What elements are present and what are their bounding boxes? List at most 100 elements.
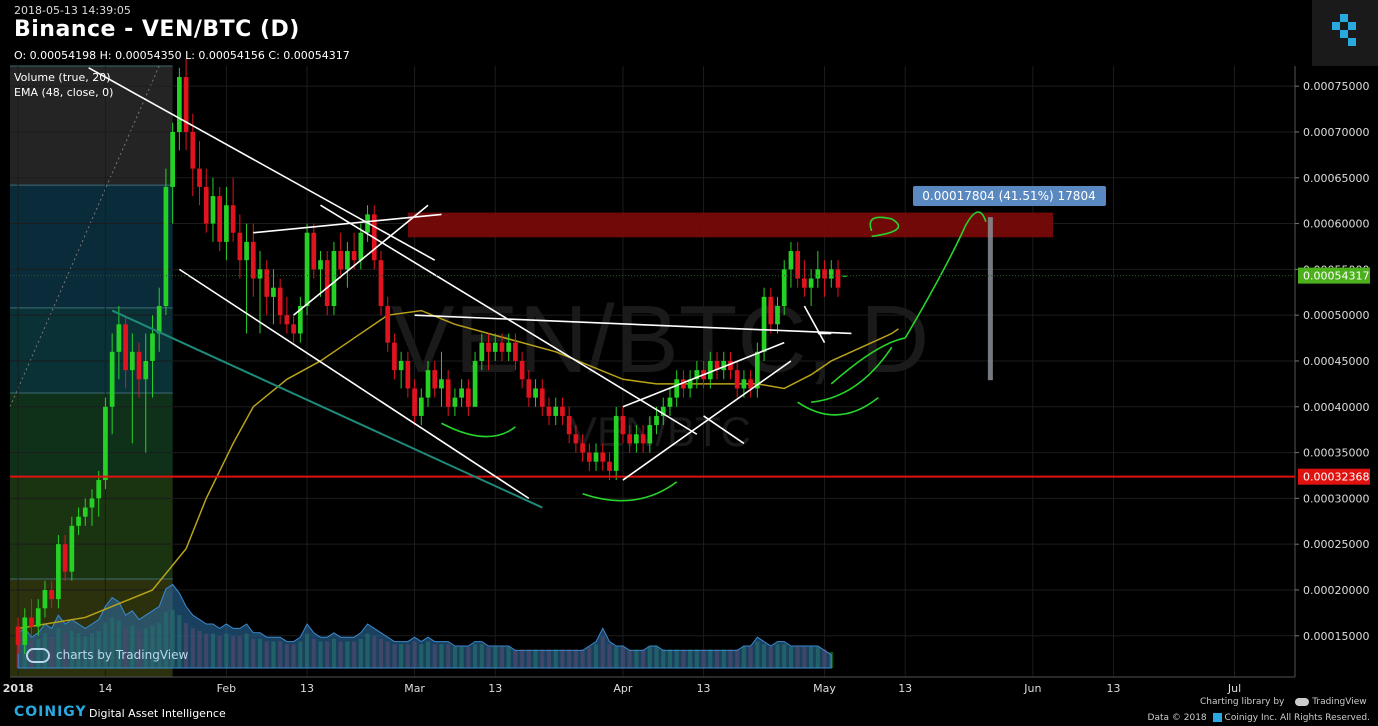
- hand-drawn-curve: [830, 337, 906, 385]
- company-credit: Coinigy Inc. All Rights Reserved.: [1224, 713, 1370, 723]
- candle-body: [150, 333, 155, 361]
- candle-body: [768, 296, 774, 325]
- candle-body: [674, 379, 680, 398]
- candle-body: [56, 544, 61, 600]
- tradingview-name: TradingView: [1312, 697, 1367, 707]
- time-tick-label: Jul: [1227, 682, 1241, 695]
- candle-body: [822, 269, 827, 279]
- candle-body: [721, 360, 727, 371]
- candle-body: [418, 397, 424, 416]
- measure-label: 0.00017804 (41.51%) 17804: [922, 189, 1095, 203]
- candle-body: [35, 608, 41, 627]
- candle-body: [177, 76, 182, 132]
- candle-body: [560, 406, 565, 416]
- candle-body: [620, 415, 626, 435]
- trend-line: [293, 204, 429, 316]
- candle-body: [210, 196, 216, 224]
- time-tick-label: Mar: [404, 682, 425, 695]
- volume-indicator-label[interactable]: Volume (true, 20): [14, 71, 111, 84]
- channel-line: [111, 309, 543, 509]
- candle-body: [297, 306, 303, 334]
- candle-body: [775, 306, 780, 325]
- resistance-zone-rect: [407, 212, 1054, 238]
- candle-body: [741, 379, 747, 389]
- trend-line: [414, 314, 852, 335]
- price-tick-label: 0.00040000: [1303, 401, 1369, 414]
- trend-line: [253, 213, 442, 234]
- candle-body: [627, 434, 633, 444]
- chart-title: Binance - VEN/BTC (D): [14, 17, 300, 42]
- price-axis: 0.00075000 0.00070000 0.00065000 0.00060000…: [1295, 80, 1369, 643]
- price-tick-label: 0.00070000: [1303, 126, 1369, 139]
- hand-drawn-curve: [869, 216, 900, 238]
- coinigy-logo-icon[interactable]: [1312, 0, 1378, 66]
- candle-body: [513, 342, 518, 361]
- candle-body: [103, 406, 108, 481]
- trend-line: [622, 341, 785, 408]
- ema-indicator-label[interactable]: EMA (48, close, 0): [14, 86, 114, 99]
- charting-credit[interactable]: Charting library by TradingView: [1200, 697, 1367, 707]
- candle-body: [802, 278, 807, 288]
- candle-body: [405, 360, 411, 389]
- candle-body: [170, 131, 175, 187]
- price-tick-label: 0.00065000: [1303, 172, 1369, 185]
- candle-body: [593, 452, 599, 462]
- candle-body: [338, 251, 344, 270]
- candle-body: [217, 196, 223, 242]
- candle-body: [439, 379, 444, 389]
- candle-body: [197, 168, 202, 187]
- candle-body: [412, 388, 417, 416]
- candle-body: [82, 507, 88, 517]
- candle-body: [459, 388, 464, 398]
- candle-body: [345, 251, 350, 270]
- time-tick-label: 2018: [3, 682, 34, 695]
- candle-body: [203, 186, 209, 224]
- candle-body: [385, 306, 391, 343]
- price-tag-bg: [1298, 267, 1370, 284]
- price-tag-label: 0.00032368: [1303, 471, 1369, 484]
- cloud-icon: [26, 648, 50, 663]
- data-credit-text: Data © 2018: [1147, 713, 1207, 723]
- measure-tool: 0.00017804 (41.51%) 17804: [913, 186, 1106, 206]
- candle-body: [694, 370, 700, 380]
- candle-body: [647, 425, 653, 444]
- candle-body: [654, 415, 659, 426]
- price-tick-label: 0.00020000: [1303, 584, 1369, 597]
- candle-body: [815, 269, 821, 279]
- price-tick-label: 0.00025000: [1303, 538, 1369, 551]
- time-tick-label: Apr: [613, 682, 633, 695]
- candle-body: [264, 269, 270, 297]
- candle-body: [237, 232, 243, 261]
- time-tick-label: 13: [1107, 682, 1121, 695]
- fibonacci-bands: [9, 65, 173, 677]
- candle-body: [573, 434, 579, 444]
- candle-body: [318, 260, 323, 270]
- candle-body: [707, 360, 713, 380]
- coinigy-brand[interactable]: COINIGY: [14, 704, 87, 720]
- price-tag-label: 0.00054317: [1303, 270, 1369, 283]
- watermark-main: VEN/BTC, D: [391, 286, 930, 393]
- candle-body: [15, 626, 21, 645]
- candle-body: [526, 379, 532, 398]
- data-credit: Data © 2018 Coinigy Inc. All Rights Rese…: [1148, 713, 1370, 723]
- fib-band: [10, 393, 173, 477]
- candle-body: [781, 269, 787, 307]
- candle-body: [230, 205, 236, 233]
- candle-body: [183, 76, 189, 132]
- chart-watermark: VEN/BTC, D VEN/BTC: [391, 286, 930, 455]
- candle-body: [425, 370, 431, 398]
- candle-body: [358, 232, 364, 261]
- coinigy-tagline: Digital Asset Intelligence: [89, 707, 226, 720]
- candle-body: [586, 452, 592, 462]
- candle-body: [257, 269, 263, 279]
- candle-body: [398, 360, 404, 371]
- candle-body: [600, 452, 606, 462]
- candle-body: [486, 342, 491, 352]
- tradingview-watermark: charts by TradingView: [26, 648, 188, 663]
- price-tick-label: 0.00060000: [1303, 218, 1369, 231]
- candle-body: [69, 525, 75, 572]
- candle-body: [472, 360, 478, 407]
- watermark-sub: VEN/BTC: [569, 408, 751, 455]
- candle-body: [116, 324, 122, 352]
